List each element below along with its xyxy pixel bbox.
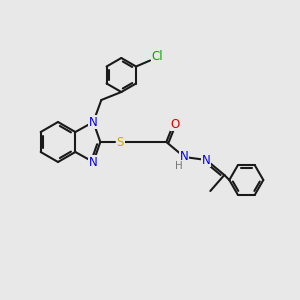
Text: O: O xyxy=(171,118,180,130)
Text: H: H xyxy=(176,161,183,171)
Text: N: N xyxy=(89,116,98,128)
Text: N: N xyxy=(202,154,211,166)
Text: S: S xyxy=(117,136,124,148)
Text: N: N xyxy=(180,151,189,164)
Text: N: N xyxy=(89,155,98,169)
Text: Cl: Cl xyxy=(151,50,163,63)
